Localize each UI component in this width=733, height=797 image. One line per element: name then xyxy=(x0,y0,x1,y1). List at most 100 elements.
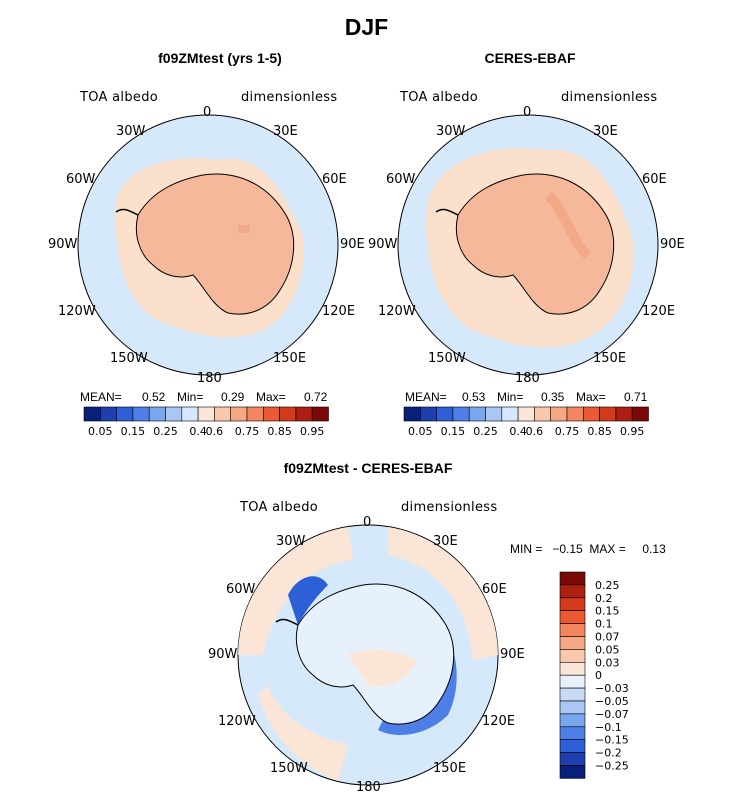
panel2-lon-120e: 120E xyxy=(642,304,676,319)
panel2-colorbar-cell xyxy=(615,406,633,422)
panel3-left-label: TOA albedo xyxy=(240,500,319,515)
panel3-interior-positive xyxy=(348,649,418,687)
panel1-lon-120e: 120E xyxy=(322,304,356,319)
panel3-lon-120w: 120W xyxy=(218,714,256,729)
panel2-colorbar-tick: 0.15 xyxy=(441,425,466,438)
panel2-colorbar-cell xyxy=(631,406,649,422)
panel2-colorbar-tick: 0.05 xyxy=(408,425,433,438)
panel3-lon-180: 180 xyxy=(356,780,381,795)
panel2-colorbar-cell xyxy=(550,406,568,422)
panel1-map xyxy=(77,114,339,376)
panel1-lon-30e: 30E xyxy=(273,124,298,139)
panel3-colorbar-tick: 0.05 xyxy=(595,643,620,656)
panel2-peninsula xyxy=(435,208,459,216)
panel3-colorbar-cell xyxy=(559,713,586,728)
panel2-antarctica xyxy=(455,173,615,315)
panel2-colorbar-tick: 0.4 xyxy=(509,425,527,438)
panel1-colorbar-tick: 0.15 xyxy=(121,425,146,438)
panel2-lon-120w: 120W xyxy=(378,304,416,319)
panel3-peninsula xyxy=(275,618,299,626)
panel1-title: f09ZMtest (yrs 1-5) xyxy=(158,50,282,66)
panel3-colorbar-cell xyxy=(559,739,586,753)
panel1-max-label: Max= xyxy=(256,390,286,404)
panel2-mean-value: 0.53 xyxy=(462,390,486,404)
panel1-min-label: Min= xyxy=(177,390,204,404)
panel3-colorbar-cell xyxy=(559,584,586,599)
panel3-lon-30e: 30E xyxy=(433,534,458,549)
panel3-colorbar-tick: −0.1 xyxy=(595,721,622,734)
panel1-colorbar-cell xyxy=(83,406,101,422)
panel3-right-label: dimensionless xyxy=(401,500,498,515)
panel1-lon-30w: 30W xyxy=(116,124,146,139)
panel3-colorbar-tick: 0.03 xyxy=(595,656,620,669)
panel3-negative-e xyxy=(378,620,457,735)
panel3-lon-90e: 90E xyxy=(500,647,525,662)
panel2-lon-180: 180 xyxy=(515,371,540,386)
panel2-max-label: Max= xyxy=(576,390,606,404)
panel1-colorbar-tick: 0.25 xyxy=(153,425,178,438)
panel1-colorbar-cell xyxy=(100,406,117,422)
panel3-title: f09ZMtest - CERES-EBAF xyxy=(283,460,453,476)
panel2-colorbar-cell xyxy=(419,406,437,422)
panel1-colorbar-cell xyxy=(148,406,166,422)
panel1-colorbar-cell xyxy=(116,406,134,422)
panel2-left-label: TOA albedo xyxy=(400,90,479,105)
panel2-colorbar-cell xyxy=(599,406,617,422)
panel1-patch xyxy=(238,225,250,233)
panel1-lon-90e: 90E xyxy=(340,237,365,252)
panel1-left-label: TOA albedo xyxy=(80,90,159,105)
panel3-lon-60w: 60W xyxy=(226,582,256,597)
panel3-colorbar-tick: −0.15 xyxy=(595,734,629,747)
panel1-colorbar-cell xyxy=(197,406,215,422)
panel1-lon-0: 0 xyxy=(203,105,212,120)
panel3-colorbar-tick: −0.05 xyxy=(595,695,629,708)
panel3-lon-0: 0 xyxy=(363,515,372,530)
panel1-lon-120w: 120W xyxy=(58,304,96,319)
panel1-colorbar-cell xyxy=(311,406,329,422)
panel3-colorbar-tick: 0 xyxy=(595,669,602,682)
panel3-positive-sw xyxy=(258,685,348,781)
panel2-title: CERES-EBAF xyxy=(484,50,576,66)
panel2-colorbar-cell xyxy=(566,406,584,422)
panel3-colorbar-cell xyxy=(559,661,586,676)
panel3-colorbar-cell xyxy=(559,765,586,779)
panel2-map xyxy=(397,114,659,376)
panel3-colorbar-tick: 0.2 xyxy=(595,592,613,605)
panel1-lon-60e: 60E xyxy=(322,172,347,187)
panel3-colorbar-tick: 0.07 xyxy=(595,631,620,644)
panel1-colorbar-tick: 0.05 xyxy=(88,425,113,438)
panel2-lon-150e: 150E xyxy=(593,351,627,366)
panel1-antarctica xyxy=(135,173,295,315)
panel1-right-label: dimensionless xyxy=(241,90,338,105)
panel1-colorbar-tick: 0.95 xyxy=(300,425,325,438)
panel1-colorbar-cell xyxy=(165,406,183,422)
panel2-lon-30e: 30E xyxy=(593,124,618,139)
panel1-colorbar-tick: 0.4 xyxy=(189,425,207,438)
panel3-lon-30w: 30W xyxy=(276,534,306,549)
panel2-colorbar-tick: 0.85 xyxy=(587,425,612,438)
panel2-colorbar-tick: 0.25 xyxy=(473,425,498,438)
panel3-lon-150w: 150W xyxy=(270,761,308,776)
panel2-min-value: 0.35 xyxy=(541,390,565,404)
panel2-lon-90e: 90E xyxy=(660,237,685,252)
panel1-max-value: 0.72 xyxy=(304,390,328,404)
panel3-colorbar-cell xyxy=(559,649,586,663)
panel2-colorbar-cell xyxy=(501,406,519,422)
panel1-lon-180: 180 xyxy=(197,371,222,386)
panel2-colorbar-cell xyxy=(485,406,503,422)
panel1-lon-150e: 150E xyxy=(273,351,307,366)
panel1-colorbar-cell xyxy=(295,406,313,422)
panel3-map xyxy=(237,524,499,786)
panel1-mean-label: MEAN= xyxy=(80,390,122,404)
panel2-mean-label: MEAN= xyxy=(405,390,447,404)
panel3-colorbar-cell xyxy=(559,636,586,650)
panel1-colorbar-cell xyxy=(262,406,280,422)
panel1-peninsula xyxy=(115,208,139,216)
panel2-min-label: Min= xyxy=(497,390,524,404)
panel2-lon-150w: 150W xyxy=(428,351,466,366)
panel3-colorbar-cell xyxy=(559,571,586,586)
panel3-colorbar-tick: −0.25 xyxy=(595,760,629,773)
panel3-positive-ne xyxy=(388,527,498,660)
panel2-lon-60e: 60E xyxy=(642,172,667,187)
